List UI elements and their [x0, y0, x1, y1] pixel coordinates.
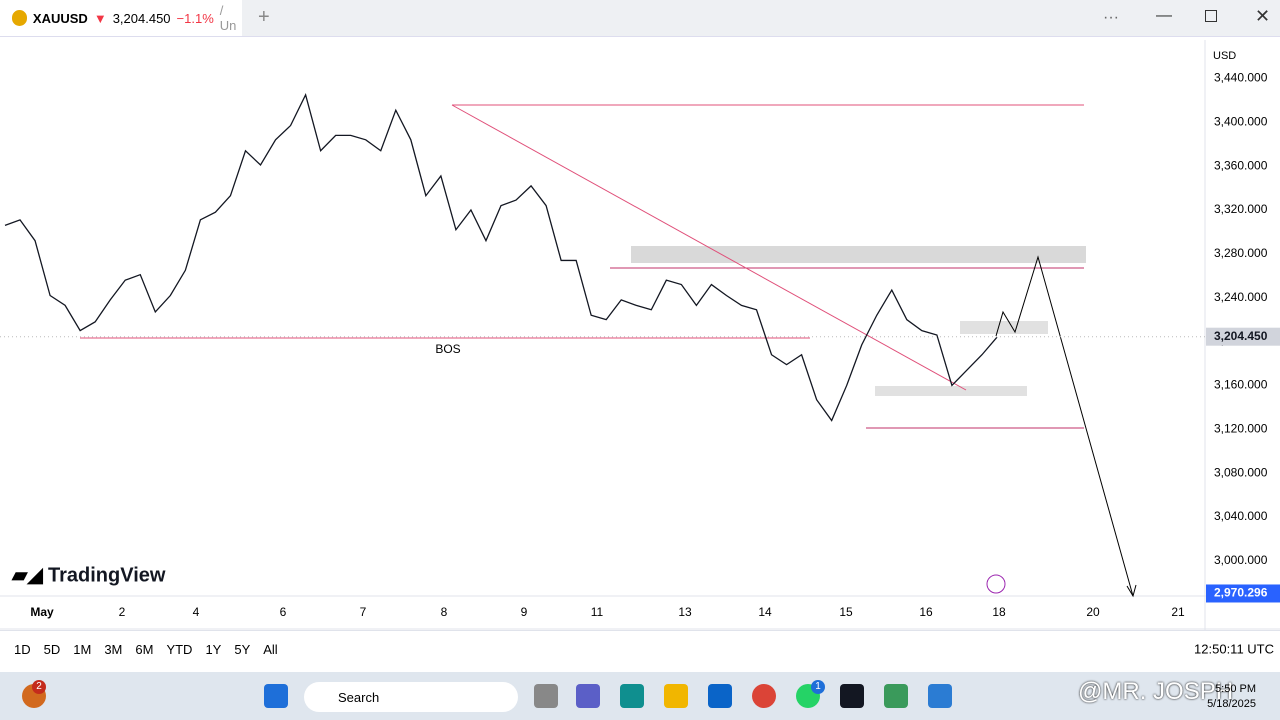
- start[interactable]: [264, 684, 288, 708]
- logo: ▰◢: [11, 564, 43, 586]
- y-tick-label: 3,160.000: [1214, 378, 1268, 392]
- search[interactable]: Search: [304, 682, 518, 712]
- zone: [631, 246, 1086, 263]
- x-tick-label: 2: [119, 605, 126, 619]
- symbol: XAUUSD: [32, 10, 88, 26]
- x-tick-label: 13: [678, 605, 692, 619]
- menu[interactable]: ···: [1103, 9, 1119, 26]
- x-tick-label: 21: [1171, 605, 1185, 619]
- y-tick-label: 3,240.000: [1214, 290, 1268, 304]
- y-tick-label: 3,080.000: [1214, 465, 1268, 479]
- x-tick-label: 11: [591, 605, 604, 619]
- app[interactable]: [708, 684, 732, 708]
- app[interactable]: [752, 684, 776, 708]
- price-tag-label: 3,204.450: [1214, 329, 1268, 343]
- badge: 2: [32, 680, 46, 694]
- y-tick-label: 3,400.000: [1214, 114, 1268, 128]
- x-tick-label: 4: [193, 605, 200, 619]
- range-button[interactable]: YTD: [166, 642, 193, 657]
- arrow-head: [1126, 584, 1137, 598]
- trend-line: [451, 104, 967, 391]
- x-tick-label: May: [30, 605, 54, 619]
- range-button[interactable]: 5Y: [234, 642, 251, 657]
- x-tick-label: 18: [992, 605, 1006, 619]
- clock: 12:50:11 UTC: [1194, 641, 1274, 657]
- x-tick-label: 16: [919, 605, 933, 619]
- event-icon[interactable]: [986, 574, 1006, 594]
- range-button[interactable]: 5D: [43, 642, 61, 657]
- maximize[interactable]: [1205, 10, 1217, 22]
- y-tick-label: 3,120.000: [1214, 421, 1268, 435]
- y-tick-label: 3,280.000: [1214, 246, 1268, 260]
- price-tag: [1206, 327, 1280, 346]
- y-tick-label: 3,040.000: [1214, 509, 1268, 523]
- x-tick-label: 8: [441, 605, 448, 619]
- currency: USD: [1213, 50, 1236, 62]
- watermark: TradingView: [48, 564, 166, 586]
- app[interactable]: [884, 684, 908, 708]
- minimize[interactable]: —: [1156, 7, 1172, 24]
- change: −1.1%: [176, 10, 214, 26]
- date: 5/18/2025: [1207, 698, 1256, 710]
- x-tick-label: 20: [1086, 605, 1100, 619]
- time: 5:50 PM: [1215, 683, 1256, 695]
- app[interactable]: [664, 684, 688, 708]
- price-line: [4, 92, 998, 422]
- extra: / Un: [219, 3, 237, 33]
- range-button[interactable]: All: [263, 642, 278, 657]
- annotation: BOS: [435, 342, 460, 356]
- range-button[interactable]: 1M: [73, 642, 92, 657]
- range-button[interactable]: 3M: [104, 642, 123, 657]
- x-tick-label: 14: [758, 605, 772, 619]
- close[interactable]: ✕: [1255, 6, 1271, 26]
- symbol-icon: [12, 10, 27, 26]
- price-tag-label: 2,970.296: [1214, 586, 1268, 600]
- x-tick-label: 15: [839, 605, 853, 619]
- zone: [875, 386, 1027, 396]
- overlay: @MR. JOSPH: [1078, 678, 1234, 705]
- range-button[interactable]: 1D: [14, 642, 31, 657]
- projection: [995, 255, 1134, 597]
- zone: [960, 321, 1048, 334]
- app[interactable]: [840, 684, 864, 708]
- price-tag: [1206, 584, 1280, 603]
- y-tick-label: 3,000.000: [1214, 553, 1268, 567]
- toolbar: 1D 5D 1M 3M 6M YTD 1Y 5Y All: [0, 630, 1280, 668]
- app[interactable]: [928, 684, 952, 708]
- title-bar: XAUUSD ▼ 3,204.450 −1.1% / Un + ··· — ✕: [0, 0, 1280, 37]
- range-button[interactable]: 1Y: [205, 642, 222, 657]
- y-tick-label: 3,440.000: [1214, 71, 1268, 85]
- new-tab[interactable]: +: [258, 6, 270, 28]
- chart: USD BOS TradingView ▰◢ 3,000.000 3,040.00…: [0, 40, 1280, 630]
- tray-clock: 5:50 PM 5/18/2025: [1207, 682, 1256, 712]
- x-tick-label: 9: [521, 605, 528, 619]
- x-tick-label: 7: [360, 605, 367, 619]
- app[interactable]: [620, 684, 644, 708]
- tab[interactable]: XAUUSD ▼ 3,204.450 −1.1% / Un: [0, 0, 242, 36]
- y-tick-label: 3,360.000: [1214, 158, 1268, 172]
- badge: 1: [811, 680, 825, 694]
- search-text: Search: [338, 689, 380, 705]
- app[interactable]: [576, 684, 600, 708]
- arrow: ▼: [93, 10, 107, 26]
- x-tick-label: 6: [280, 605, 287, 619]
- app[interactable]: [534, 684, 558, 708]
- taskbar: Search 2 1 @MR. JOSPH 5:50 PM 5/18/2025: [0, 672, 1280, 720]
- y-tick-label: 3,320.000: [1214, 202, 1268, 216]
- range-button[interactable]: 6M: [135, 642, 154, 657]
- price: 3,204.450: [112, 10, 171, 26]
